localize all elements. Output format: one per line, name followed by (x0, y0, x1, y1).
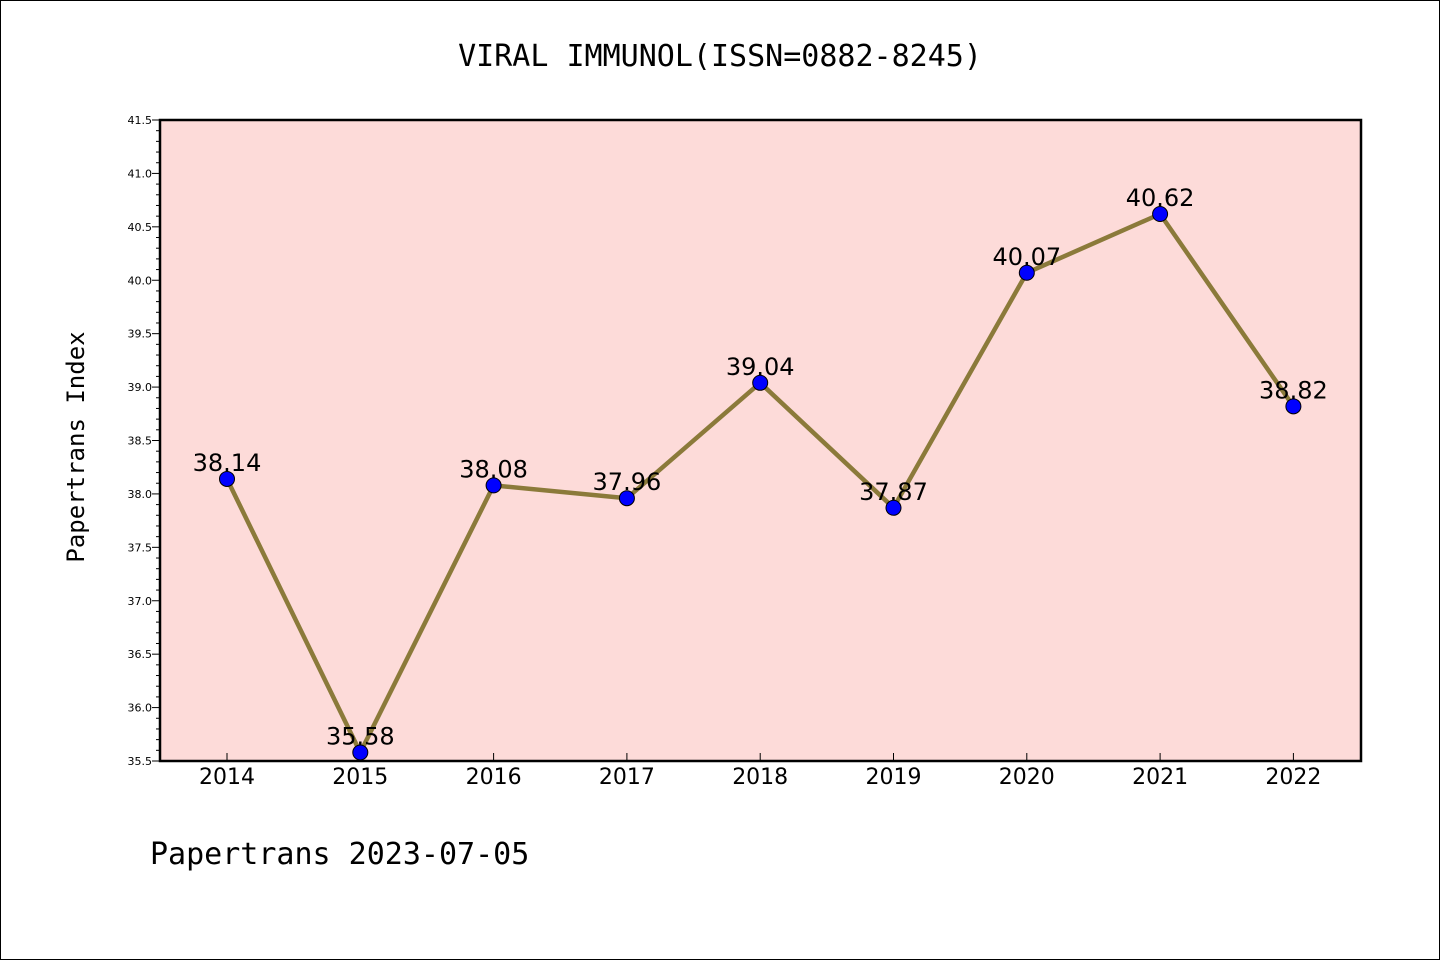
y-axis-label: Papertrans Index (62, 331, 90, 562)
y-tick-label: 36.5 (128, 648, 153, 661)
data-point-marker (752, 374, 769, 391)
y-tick-label: 40.5 (128, 221, 153, 234)
x-tick-label: 2017 (599, 765, 655, 790)
data-point-marker (1285, 398, 1302, 415)
x-tick-label: 2014 (199, 765, 255, 790)
data-point-marker (1152, 206, 1169, 223)
data-label: 38.82 (1259, 376, 1328, 404)
data-label: 37.87 (859, 478, 928, 506)
x-tick-label: 2018 (732, 765, 788, 790)
data-point-marker (618, 490, 635, 507)
data-label: 40.07 (992, 243, 1061, 271)
x-tick-label: 2021 (1132, 765, 1188, 790)
chart-title: VIRAL IMMUNOL(ISSN=0882-8245) (458, 39, 982, 74)
data-label: 40.62 (1126, 184, 1195, 212)
data-point-marker (485, 477, 502, 494)
y-tick-label: 40.0 (128, 274, 153, 287)
x-tick-label: 2019 (866, 765, 922, 790)
footer-text: Papertrans 2023-07-05 (150, 837, 529, 872)
y-tick-label: 36.0 (128, 702, 153, 715)
y-tick-label: 37.0 (128, 595, 153, 608)
data-point-marker (1018, 264, 1035, 281)
x-tick-label: 2022 (1265, 765, 1321, 790)
x-axis: 2014 2015 2016 2017 2018 2019 2020 2021 2022 (199, 753, 1321, 790)
data-label: 35.58 (326, 722, 395, 750)
series-markers (219, 206, 1302, 761)
data-label: 38.14 (193, 449, 262, 477)
y-tick-label: 39.5 (128, 328, 153, 341)
y-tick-label: 38.0 (128, 488, 153, 501)
y-tick-label: 37.5 (128, 541, 153, 554)
x-tick-label: 2016 (466, 765, 522, 790)
y-tick-label: 39.0 (128, 381, 153, 394)
data-point-marker (885, 499, 902, 516)
y-tick-label: 38.5 (128, 435, 153, 448)
plot-border (158, 118, 1363, 763)
y-tick-label: 35.5 (128, 755, 153, 768)
x-tick-label: 2020 (999, 765, 1055, 790)
data-label: 38.08 (459, 455, 528, 483)
y-tick-label: 41.0 (128, 167, 153, 180)
data-point-marker (219, 470, 235, 487)
data-label: 37.96 (593, 468, 662, 496)
y-axis: 35.5 36.0 36.5 37.0 37.5 38.0 38.5 39.0 39.5 40.0… (128, 114, 160, 768)
data-labels: 38.14 35.58 38.08 37.96 39.04 37.87 40.07 40.62… (193, 184, 1328, 750)
y-tick-label: 41.5 (128, 114, 153, 127)
x-tick-label: 2015 (332, 765, 388, 790)
data-label: 39.04 (726, 353, 795, 381)
plot-area (160, 120, 1361, 761)
